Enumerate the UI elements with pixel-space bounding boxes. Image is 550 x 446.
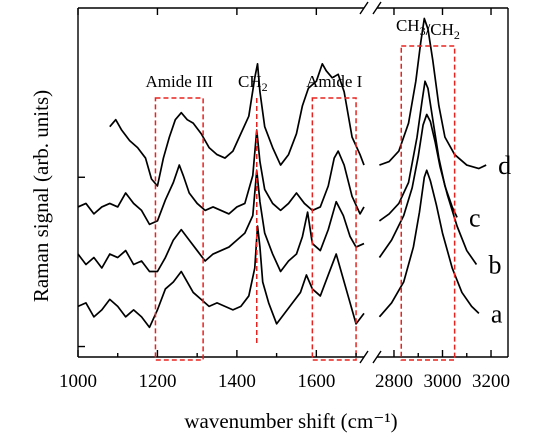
axis-ticks: 1000 1200 1400 1600 2800 3000 3200 [59, 8, 510, 392]
annotation-label-part: 2 [454, 28, 460, 42]
trace-label-d: d [498, 151, 511, 180]
annotation-label: CH2 [238, 72, 268, 94]
annotation-box [400, 45, 456, 361]
annotation-label: Amide I [306, 72, 363, 91]
annotation-box [311, 97, 357, 361]
annotation-label-part: /CH [426, 20, 454, 39]
x-axis-title: wavenumber shift (cm⁻¹) [184, 409, 397, 433]
spectrum-b-low [77, 169, 365, 273]
annotation-box [154, 97, 204, 361]
x-tick-label: 3200 [472, 371, 510, 392]
annotation-label-part: 2 [262, 80, 268, 94]
x-tick-label: 1000 [59, 371, 97, 392]
y-axis-title: Raman signal (arb. units) [29, 90, 53, 302]
axis-break-mark [359, 1, 369, 15]
axis-break-mark [372, 1, 382, 15]
annotation-label: CH3/CH2 [396, 16, 460, 42]
spectrum-d-low [109, 62, 365, 187]
spectrum-b-high [378, 113, 478, 266]
axis-break-mark [372, 350, 382, 364]
x-tick-label: 1200 [138, 371, 176, 392]
axis-break-mark [359, 350, 369, 364]
spectrum-a-low [77, 225, 365, 329]
spectrum-c-high [378, 80, 458, 222]
spectrum-a-high [378, 169, 480, 318]
x-tick-label: 3000 [424, 371, 462, 392]
trace-label-b: b [488, 251, 501, 280]
spectrum-c-low [77, 129, 365, 226]
annotation-label-part: CH [396, 16, 420, 35]
spectrum-d-high [379, 17, 487, 170]
annotation-label-part: CH [238, 72, 262, 91]
annotation-label: Amide III [146, 72, 214, 91]
trace-label-c: c [469, 203, 481, 232]
annotation-label-part: 3 [420, 24, 426, 38]
x-tick-label: 2800 [375, 371, 413, 392]
trace-label-a: a [491, 299, 503, 328]
x-tick-label: 1600 [297, 371, 335, 392]
x-tick-label: 1400 [218, 371, 256, 392]
